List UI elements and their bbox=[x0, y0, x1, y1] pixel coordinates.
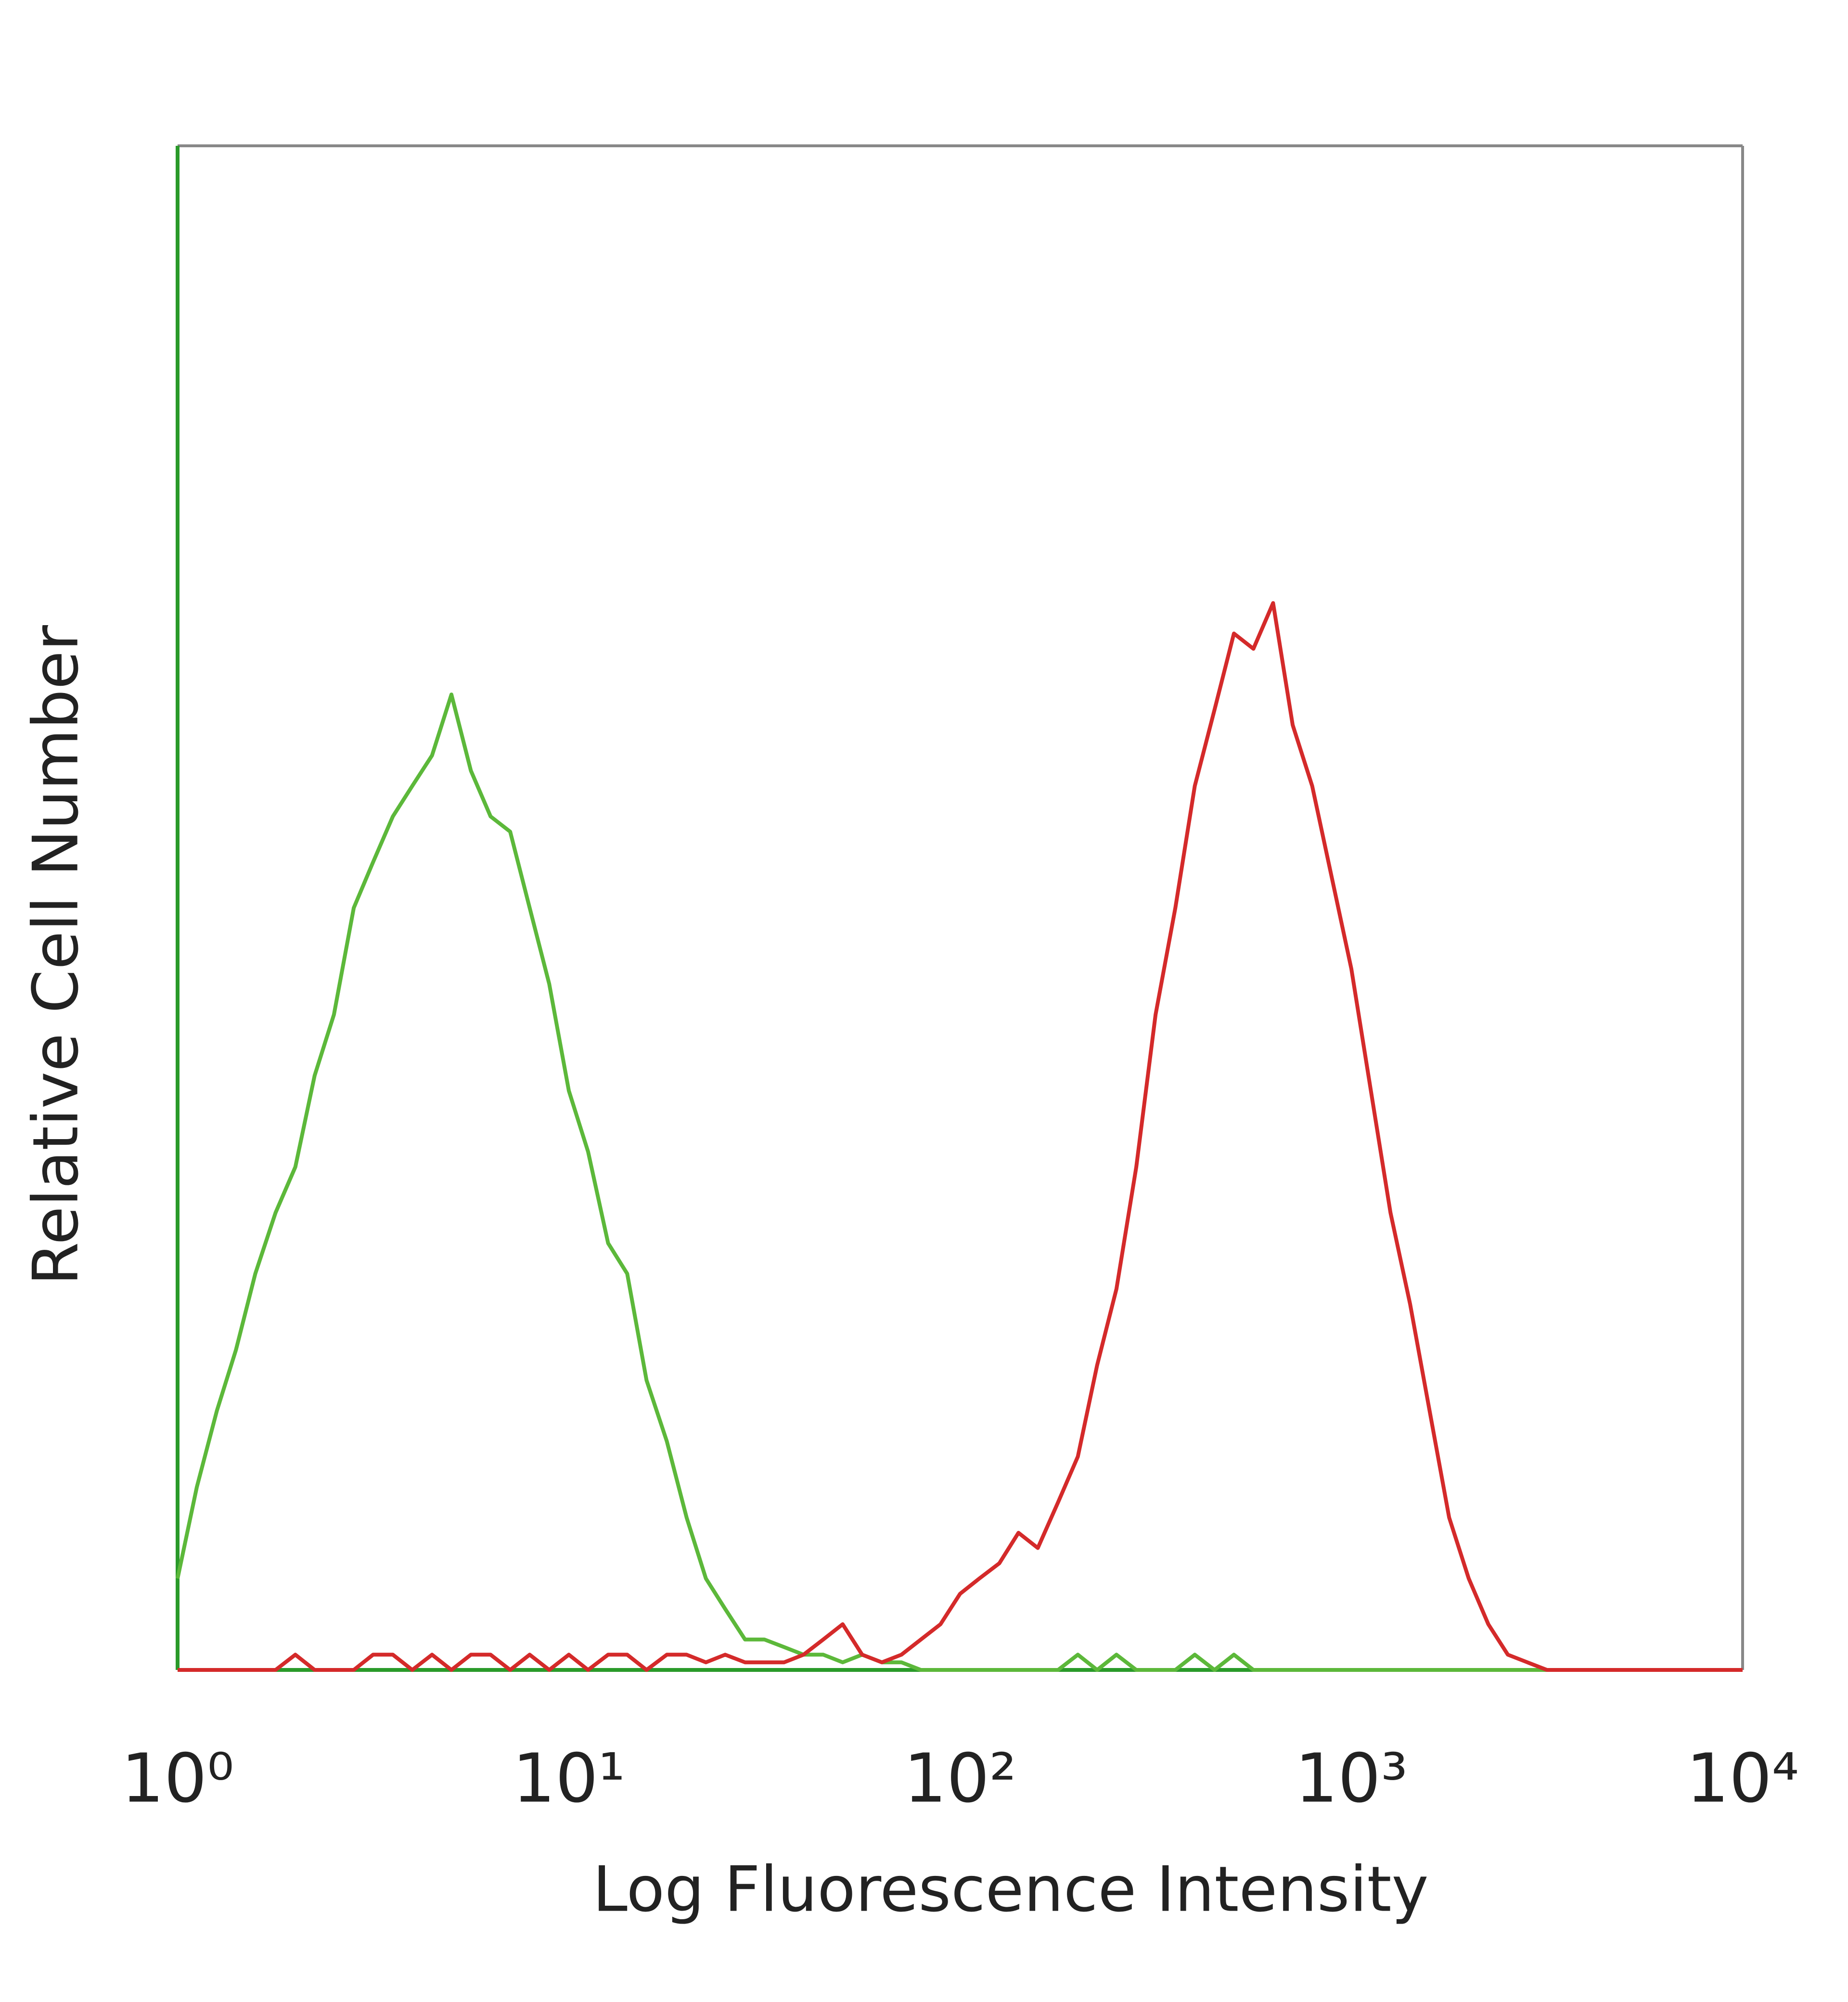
histogram-line bbox=[178, 601, 1743, 1672]
x-tick-label: 10⁰ bbox=[121, 1740, 234, 1818]
y-axis-label: Relative Cell Number bbox=[19, 625, 92, 1285]
x-tick-label: 10⁴ bbox=[1686, 1740, 1799, 1818]
histogram-line bbox=[176, 693, 1743, 1672]
x-tick-label: 10³ bbox=[1295, 1740, 1408, 1818]
x-tick-label: 10¹ bbox=[513, 1740, 625, 1818]
x-axis-label: Log Fluorescence Intensity bbox=[592, 1853, 1428, 1926]
x-tick-label: 10² bbox=[904, 1740, 1016, 1818]
